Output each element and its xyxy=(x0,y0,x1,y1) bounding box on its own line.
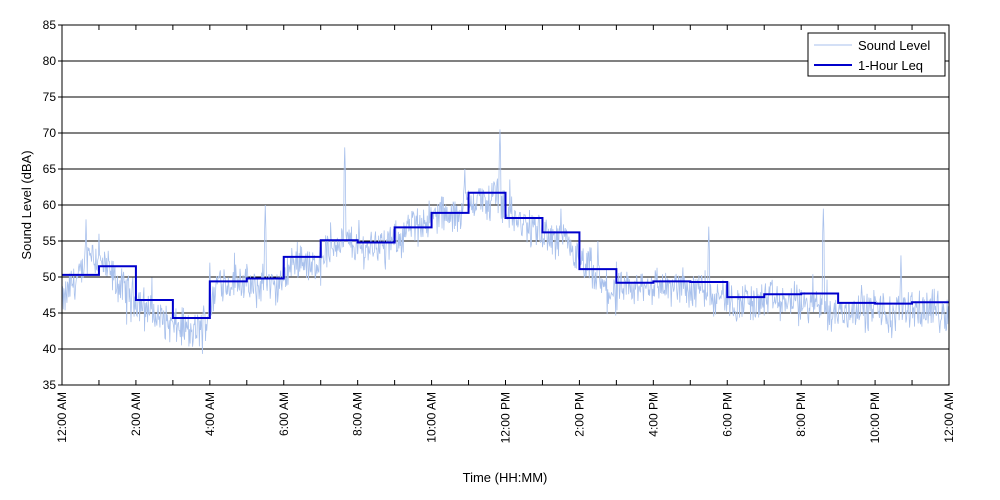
y-tick-label: 70 xyxy=(43,126,57,140)
y-axis: 35 40 45 50 55 60 65 70 75 80 85 xyxy=(43,18,62,392)
x-axis-title: Time (HH:MM) xyxy=(463,470,548,485)
x-tick-label: 6:00 PM xyxy=(720,392,734,437)
x-tick-label: 8:00 PM xyxy=(794,392,808,437)
x-tick-label: 10:00 PM xyxy=(868,392,882,443)
y-tick-label: 40 xyxy=(43,342,57,356)
legend-label-sound-level: Sound Level xyxy=(858,38,930,53)
legend: Sound Level 1-Hour Leq xyxy=(807,32,946,77)
series-sound-level xyxy=(61,129,950,354)
x-tick-label: 12:00 AM xyxy=(55,392,69,443)
x-tick-label: 8:00 AM xyxy=(351,392,365,436)
series-area xyxy=(61,129,950,354)
y-axis-title: Sound Level (dBA) xyxy=(19,150,34,259)
x-tick-label: 12:00 AM xyxy=(942,392,956,443)
legend-box xyxy=(807,32,946,77)
series-1-hour-leq xyxy=(62,191,949,320)
x-tick-label: 10:00 AM xyxy=(425,392,439,443)
x-axis: 12:00 AM 2:00 AM 4:00 AM 6:00 AM 8:00 AM 10:0… xyxy=(55,25,956,443)
x-tick-label: 4:00 PM xyxy=(646,392,660,437)
x-tick-label: 2:00 PM xyxy=(572,392,586,437)
x-tick-label: 12:00 PM xyxy=(499,392,513,443)
y-tick-label: 60 xyxy=(43,198,57,212)
x-tick-label: 2:00 AM xyxy=(129,392,143,436)
y-tick-label: 55 xyxy=(43,234,57,248)
plot-frame xyxy=(61,24,950,386)
y-tick-label: 75 xyxy=(43,90,57,104)
y-tick-label: 65 xyxy=(43,162,57,176)
x-tick-label: 4:00 AM xyxy=(203,392,217,436)
y-tick-label: 45 xyxy=(43,306,57,320)
x-tick-label: 6:00 AM xyxy=(277,392,291,436)
y-tick-label: 35 xyxy=(43,378,57,392)
y-tick-label: 85 xyxy=(43,18,57,32)
legend-label-leq: 1-Hour Leq xyxy=(858,58,923,73)
y-tick-label: 80 xyxy=(43,54,57,68)
y-tick-label: 50 xyxy=(43,270,57,284)
